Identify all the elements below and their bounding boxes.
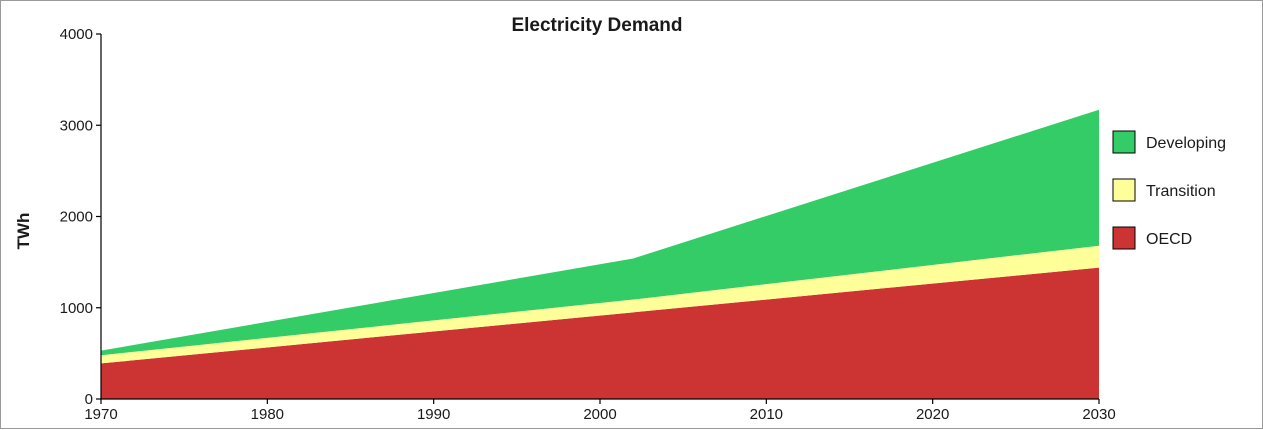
y-tick-group: 0 1000 2000 3000 4000 [60,26,101,408]
y-tick-label: 0 [85,391,93,408]
y-tick-label: 1000 [60,300,93,317]
x-tick-label: 2000 [583,406,616,423]
legend-label-developing: Developing [1146,135,1226,152]
area-developing [101,109,1099,356]
area-oecd [101,267,1099,399]
legend-swatch-developing [1112,130,1136,154]
x-tick-label: 1970 [84,406,117,423]
x-tick-label: 1980 [251,406,284,423]
y-tick-label: 2000 [60,209,93,226]
x-tick-label: 2030 [1082,406,1115,423]
legend-label-oecd: OECD [1146,231,1192,248]
legend: Developing Transition OECD [1112,130,1226,250]
area-transition [101,245,1099,364]
chart-title: Electricity Demand [511,15,682,36]
y-axis-label: TWh [14,213,33,250]
x-tick-label: 1990 [417,406,450,423]
area-layer [101,109,1099,399]
legend-swatch-oecd [1112,226,1136,250]
legend-label-transition: Transition [1146,183,1216,200]
x-tick-group: 1970 1980 1990 2000 2010 2020 2030 [84,399,1116,423]
legend-swatch-transition [1112,178,1136,202]
x-tick-label: 2010 [750,406,783,423]
y-tick-label: 4000 [60,26,93,43]
x-tick-label: 2020 [916,406,949,423]
y-tick-label: 3000 [60,117,93,134]
